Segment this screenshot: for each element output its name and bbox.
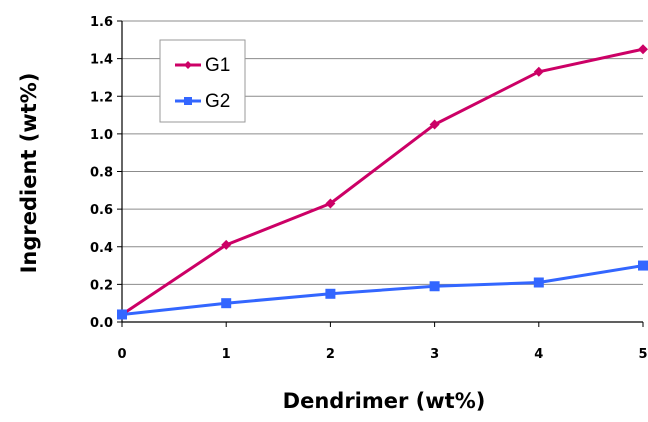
x-tick-label: 2 — [326, 347, 335, 362]
data-point — [221, 239, 232, 250]
data-point — [429, 119, 440, 130]
data-point — [638, 44, 648, 55]
data-point — [429, 281, 440, 292]
data-point — [638, 260, 648, 271]
y-tick-label: 0.4 — [90, 241, 113, 256]
y-tick-label: 0.2 — [90, 278, 113, 293]
y-tick-label: 0.0 — [90, 316, 113, 331]
data-point — [533, 277, 544, 288]
legend: G1 G2 — [159, 39, 246, 123]
x-tick-label: 1 — [222, 347, 231, 362]
x-axis-title: Dendrimer (wt%) — [283, 389, 486, 413]
x-tick-label: 0 — [117, 347, 126, 362]
y-tick-labels: 0.0 0.2 0.4 0.6 0.8 1.0 1.2 1.4 1.6 — [90, 15, 113, 331]
x-tick-labels: 0 1 2 3 4 5 — [117, 347, 647, 362]
y-axis-title: Ingredient (wt%) — [17, 73, 41, 274]
data-point — [533, 66, 544, 77]
series-line-g1 — [121, 47, 644, 316]
x-tick-label: 4 — [534, 347, 543, 362]
y-tick-label: 1.6 — [90, 15, 113, 30]
legend-box — [159, 39, 246, 123]
series-layer — [117, 44, 648, 320]
y-tick-label: 0.6 — [90, 203, 113, 218]
y-tick-label: 1.0 — [90, 128, 113, 143]
legend-label-g1: G1 — [205, 55, 230, 76]
legend-marker-g1 — [184, 61, 192, 69]
axes — [117, 20, 644, 327]
x-tick-label: 5 — [638, 347, 647, 362]
legend-item-g1: G1 — [175, 55, 230, 76]
x-tick-label: 3 — [430, 347, 439, 362]
y-tick-label: 1.2 — [90, 90, 113, 105]
data-point — [325, 198, 336, 209]
series-g2 — [117, 260, 648, 320]
legend-marker-g2 — [184, 97, 192, 105]
y-tick-label: 1.4 — [90, 53, 113, 68]
data-point — [221, 298, 232, 309]
data-point — [117, 309, 127, 320]
series-line-g2 — [121, 264, 644, 316]
y-tick-label: 0.8 — [90, 166, 113, 181]
data-point — [325, 288, 336, 299]
legend-item-g2: G2 — [175, 91, 230, 112]
legend-label-g2: G2 — [205, 91, 230, 112]
